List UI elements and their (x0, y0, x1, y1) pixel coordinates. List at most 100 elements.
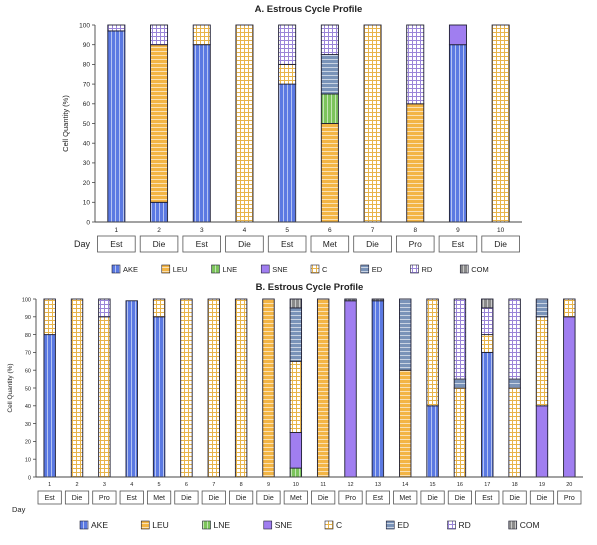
phase-label: Est (110, 239, 123, 249)
bar-segment-ake (125, 300, 138, 478)
phase-label: Die (509, 495, 520, 502)
bar-segment-sne (344, 300, 357, 478)
legend-label-sne: SNE (275, 520, 293, 530)
bar-segment-c (234, 298, 248, 478)
bar-stack-day-2 (150, 24, 169, 223)
legend-swatch-rd (410, 264, 419, 274)
legend-swatch-com (459, 264, 469, 274)
bar-segment-leu (320, 123, 339, 223)
legend-label-ed: ED (372, 265, 383, 274)
bar-stack-day-1 (43, 298, 56, 478)
phase-box (365, 490, 390, 505)
bar-stack-day-2 (70, 298, 84, 478)
x-tick-label: 13 (375, 482, 381, 488)
legend-swatch-c (324, 520, 334, 530)
y-axis-label: Cell Quantity (%) (7, 363, 14, 412)
bar-stack-day-19 (535, 298, 549, 478)
bar-stack-day-5 (152, 298, 166, 478)
phase-box (201, 490, 226, 505)
bar-segment-com (289, 298, 303, 309)
bar-segment-c (491, 24, 510, 223)
phase-box (529, 490, 555, 505)
bar-stack-day-7 (363, 24, 382, 223)
legend-label-lne: LNE (214, 520, 231, 530)
bar-segment-ed (320, 54, 339, 95)
phase-box (283, 490, 308, 505)
bar-stack-day-9 (448, 24, 467, 223)
x-tick-label: 19 (539, 482, 545, 488)
legend-swatch-leu (161, 264, 171, 274)
legend-swatch-sne (263, 520, 273, 530)
phase-label: Die (494, 239, 507, 249)
bar-stack-day-10 (491, 24, 510, 223)
phase-label: Die (455, 495, 466, 502)
bar-segment-leu (150, 44, 169, 203)
phase-box (310, 235, 350, 253)
legend-swatch-ake (79, 520, 89, 530)
bar-segment-ake (150, 201, 169, 223)
bar-segment-rd (508, 298, 521, 380)
y-tick-label: 30 (83, 160, 91, 167)
chart-title: B. Estrous Cycle Profile (256, 282, 364, 293)
bar-segment-leu (406, 103, 425, 223)
legend-label-rd: RD (459, 520, 471, 530)
bar-segment-c (481, 334, 494, 353)
chart-title: A. Estrous Cycle Profile (255, 4, 363, 15)
bar-segment-c (535, 316, 549, 407)
bar-segment-sne (535, 405, 549, 478)
phase-box (225, 235, 264, 253)
x-tick-label: 2 (157, 227, 161, 234)
phase-label: Die (537, 495, 548, 502)
bar-stack-day-17 (481, 298, 494, 478)
phase-label: Pro (345, 495, 356, 502)
bar-stack-day-6 (180, 298, 193, 478)
phase-label: Pro (409, 239, 423, 249)
phase-box (481, 235, 520, 253)
y-tick-label: 70 (83, 81, 91, 88)
phase-label: Die (181, 495, 192, 502)
bar-segment-c (508, 387, 521, 478)
bar-stack-day-4 (125, 300, 138, 478)
phase-label: Die (209, 495, 220, 502)
bar-segment-c (98, 316, 111, 478)
bar-segment-lne (289, 467, 303, 478)
y-tick-label: 80 (83, 62, 91, 69)
phase-label: Est (482, 495, 492, 502)
legend-label-ed: ED (397, 520, 409, 530)
x-tick-label: 12 (347, 482, 353, 488)
x-tick-label: 15 (430, 482, 436, 488)
bar-segment-c (235, 24, 254, 223)
bar-segment-ed (453, 378, 467, 389)
y-tick-label: 30 (25, 422, 31, 428)
x-tick-label: 6 (328, 227, 332, 234)
bar-stack-day-7 (207, 298, 220, 478)
bar-segment-ake (481, 351, 494, 478)
x-tick-label: 14 (402, 482, 408, 488)
bar-stack-day-3 (98, 298, 111, 478)
phase-label: Die (153, 239, 166, 249)
phase-box (146, 490, 172, 505)
y-tick-label: 10 (25, 458, 31, 464)
x-tick-label: 10 (497, 227, 505, 234)
bar-segment-ake (371, 300, 385, 478)
bar-stack-day-10 (289, 298, 303, 478)
bar-segment-ake (152, 316, 166, 478)
legend-swatch-c (310, 264, 320, 274)
phase-box (92, 490, 117, 505)
bar-segment-leu (316, 298, 330, 478)
phase-box (64, 490, 90, 505)
bar-stack-day-6 (320, 24, 339, 223)
bar-segment-rd (107, 24, 126, 32)
bar-segment-rd (453, 298, 467, 380)
bar-segment-ake (426, 405, 439, 478)
phase-label: Pro (99, 495, 110, 502)
bar-segment-c (278, 63, 297, 85)
phase-box (174, 490, 199, 505)
bar-stack-day-8 (234, 298, 248, 478)
legend-swatch-lne (202, 520, 211, 530)
bar-segment-sne (448, 24, 467, 46)
bar-segment-c (563, 298, 576, 318)
legend-swatch-com (508, 520, 518, 530)
legend-label-lne: LNE (223, 265, 238, 274)
phase-box (557, 490, 582, 505)
